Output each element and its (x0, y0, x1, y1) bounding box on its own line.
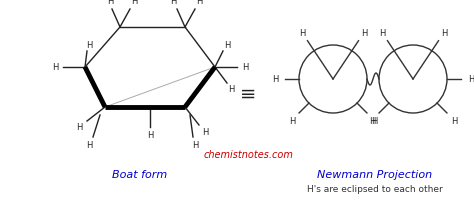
Text: H: H (468, 75, 474, 84)
Text: H: H (441, 29, 447, 38)
Text: H: H (86, 40, 92, 49)
Text: H: H (52, 63, 58, 72)
Text: Boat form: Boat form (112, 169, 168, 179)
Text: H's are eclipsed to each other: H's are eclipsed to each other (307, 185, 443, 194)
Text: H: H (86, 141, 92, 150)
Text: H: H (170, 0, 176, 6)
Text: H: H (242, 63, 248, 72)
Text: H: H (228, 85, 234, 94)
Text: H: H (451, 116, 457, 125)
Text: H: H (224, 40, 230, 49)
Text: H: H (272, 75, 278, 84)
Text: H: H (147, 131, 153, 140)
Text: Newmann Projection: Newmann Projection (318, 169, 433, 179)
Text: chemistnotes.com: chemistnotes.com (203, 149, 293, 159)
Text: H: H (107, 0, 113, 6)
Text: H: H (202, 128, 208, 137)
Text: H: H (369, 116, 375, 125)
Text: H: H (289, 116, 295, 125)
Text: H: H (76, 123, 82, 132)
Text: ≡: ≡ (240, 86, 256, 103)
Text: H: H (371, 116, 377, 125)
Text: H: H (131, 0, 137, 6)
Text: H: H (299, 29, 305, 38)
Text: H: H (196, 0, 202, 6)
Text: H: H (379, 29, 385, 38)
Text: H: H (192, 141, 198, 150)
Text: H: H (361, 29, 367, 38)
